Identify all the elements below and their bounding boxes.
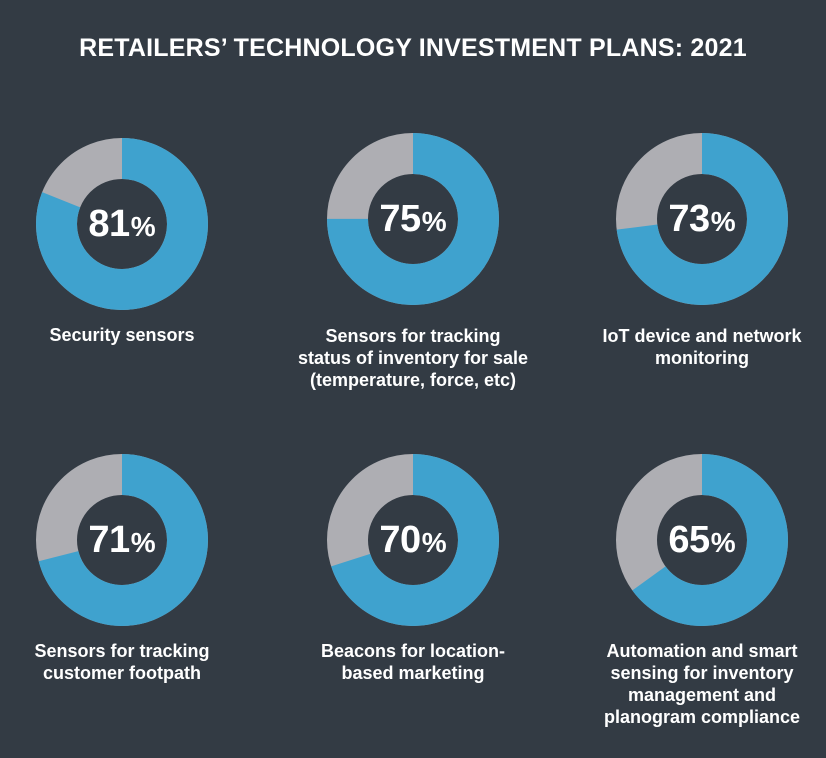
value-segment	[327, 454, 499, 626]
donut-svg	[327, 133, 499, 305]
donut-svg	[36, 138, 208, 310]
value-segment	[616, 454, 788, 626]
label-line: management and	[627, 685, 777, 705]
label-line: monitoring	[655, 348, 749, 368]
value-segment	[616, 133, 788, 305]
donut: 65%	[616, 454, 788, 626]
label-line: Automation and smart	[606, 641, 798, 661]
donut: 70%	[327, 454, 499, 626]
donut-svg	[616, 454, 788, 626]
label-line: Beacons for location-	[320, 641, 506, 661]
chart-label: Sensors for tracking customer footpath	[0, 640, 252, 684]
donut: 75%	[327, 133, 499, 305]
donut: 71%	[36, 454, 208, 626]
donut-chart-automation-smart-sensing: 65% Automation and smart sensing for inv…	[572, 454, 826, 754]
label-line: sensing for inventory	[610, 663, 794, 683]
donut: 81%	[36, 138, 208, 310]
chart-label: IoT device and network monitoring	[572, 325, 826, 369]
donut-svg	[36, 454, 208, 626]
label-line: Sensors for tracking	[34, 641, 210, 661]
donut-svg	[327, 454, 499, 626]
chart-label: Automation and smart sensing for invento…	[572, 640, 826, 728]
donut-svg	[616, 133, 788, 305]
value-segment	[327, 133, 499, 305]
label-line: (temperature, force, etc)	[309, 370, 517, 390]
label-line: planogram compliance	[603, 707, 801, 727]
label-line: IoT device and network	[602, 326, 802, 346]
chart-label: Security sensors	[0, 324, 252, 346]
donut-chart-beacons: 70% Beacons for location- based marketin…	[283, 454, 543, 754]
chart-title: RETAILERS’ TECHNOLOGY INVESTMENT PLANS: …	[79, 34, 747, 62]
label-line: status of inventory for sale	[297, 348, 529, 368]
donut-chart-inventory-status-sensors: 75% Sensors for tracking status of inven…	[283, 133, 543, 433]
donut-chart-security-sensors: 81% Security sensors	[0, 138, 252, 438]
donut-chart-customer-footpath: 71% Sensors for tracking customer footpa…	[0, 454, 252, 754]
chart-label: Beacons for location- based marketing	[283, 640, 543, 684]
label-line: Security sensors	[49, 325, 195, 345]
label-line: Sensors for tracking	[325, 326, 501, 346]
donut-chart-iot-monitoring: 73% IoT device and network monitoring	[572, 133, 826, 433]
value-segment	[36, 138, 208, 310]
label-line: based marketing	[341, 663, 485, 683]
donut: 73%	[616, 133, 788, 305]
label-line: customer footpath	[42, 663, 201, 683]
value-segment	[36, 454, 208, 626]
chart-label: Sensors for tracking status of inventory…	[283, 325, 543, 391]
